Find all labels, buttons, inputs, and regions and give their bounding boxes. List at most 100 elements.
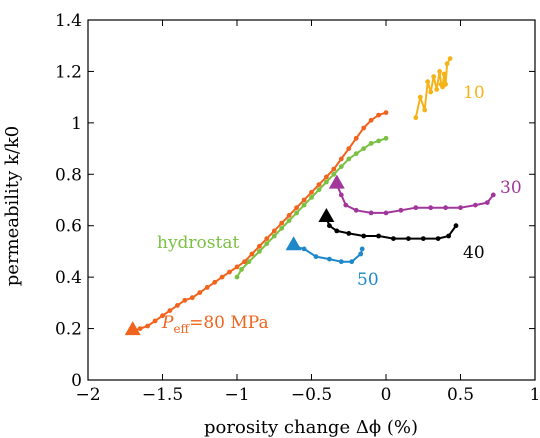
x-tick-label: −2 [75,385,100,405]
data-point-hydrostat [301,202,307,208]
data-point-30 [484,200,490,206]
data-point-peff-80-mpa [301,197,307,203]
data-point-30 [458,205,463,211]
data-point-peff-80-mpa [227,269,232,275]
series-label-10: 10 [463,83,485,103]
data-point-40 [435,236,441,242]
y-tick-label: 1.2 [55,62,82,82]
x-tick-label: −0.5 [291,385,332,405]
data-point-hydrostat [257,249,262,254]
y-axis-title: permeability k/k0 [2,126,23,286]
data-point-peff-80-mpa [182,297,188,303]
data-point-peff-80-mpa [338,156,344,162]
data-point-hydrostat [316,187,322,193]
y-tick-label: 0.4 [55,268,82,288]
y-tick-label: 0.6 [55,217,82,237]
data-point-10 [444,61,450,67]
y-tick-label: 1 [71,114,82,134]
data-point-peff-80-mpa [271,228,277,234]
data-point-hydrostat [338,164,344,170]
data-point-40 [391,236,396,242]
data-point-30 [368,210,374,216]
data-point-hydrostat [383,135,389,141]
y-tick-label: 0 [71,371,82,391]
data-point-peff-80-mpa [376,112,381,118]
data-point-hydrostat [309,195,314,200]
y-tick-label: 0.2 [55,320,82,340]
data-point-peff-80-mpa [167,308,173,313]
x-axis-title: porosity change Δϕ (%) [204,417,418,438]
series-line-peff-80-mpa [132,111,387,333]
start-marker-50 [285,236,302,251]
data-point-30 [353,207,359,213]
data-point-peff-80-mpa [175,303,180,308]
data-point-50 [349,259,355,265]
data-point-peff-80-mpa [368,117,374,123]
series-label-50: 50 [357,270,379,290]
data-point-30 [338,192,344,198]
data-point-peff-80-mpa [324,174,329,180]
series-label-40: 40 [463,243,485,263]
data-point-40 [420,236,426,242]
data-point-10 [417,94,423,100]
data-point-30 [428,205,434,211]
start-marker-peff-80-mpa [124,321,141,336]
data-point-peff-80-mpa [160,313,165,319]
data-point-10 [441,71,447,77]
data-point-10 [437,69,442,74]
data-point-hydrostat [264,241,270,247]
data-point-hydrostat [239,267,244,272]
data-point-peff-80-mpa [361,125,367,131]
data-point-peff-80-mpa [279,220,285,226]
data-point-50 [301,246,307,252]
data-point-hydrostat [271,233,277,239]
data-point-peff-80-mpa [383,110,389,115]
data-point-peff-80-mpa [294,205,299,211]
data-point-10 [422,107,428,113]
data-point-peff-80-mpa [212,279,218,285]
data-point-peff-80-mpa [346,146,352,152]
data-point-hydrostat [286,218,292,224]
data-point-30 [398,207,404,213]
data-point-peff-80-mpa [353,135,359,141]
data-point-40 [346,231,352,236]
data-point-peff-80-mpa [145,323,151,329]
data-point-30 [443,205,448,211]
data-point-hydrostat [346,156,352,162]
data-point-40 [406,236,411,242]
data-point-peff-80-mpa [234,264,240,270]
data-point-10 [413,115,419,121]
data-point-10 [425,79,431,85]
data-point-hydrostat [331,171,337,177]
data-point-50 [313,254,319,259]
data-point-40 [453,223,459,229]
series-label-peff: Peff=80 MPa [161,313,269,336]
data-point-40 [361,233,367,239]
axes: −2 −1.5 −1 −0.5 0 0.5 100.20.40.60.811.21.4 [55,11,540,405]
data-point-50 [358,251,364,257]
data-point-peff-80-mpa [219,274,225,280]
data-point-peff-80-mpa [286,213,292,218]
data-point-40 [327,223,332,229]
data-point-hydrostat [368,141,374,146]
data-point-30 [490,192,496,198]
series-line-10 [414,58,451,118]
data-point-peff-80-mpa [152,318,158,324]
data-point-10 [434,87,440,92]
data-point-peff-80-mpa [204,285,210,290]
x-tick-label: −1 [224,385,249,405]
data-point-40 [376,233,381,239]
data-point-40 [334,228,340,234]
data-point-40 [446,233,451,239]
data-point-peff-80-mpa [331,166,337,172]
data-point-peff-80-mpa [197,290,203,295]
y-tick-label: 1.4 [55,11,82,31]
data-point-hydrostat [246,259,252,265]
data-point-hydrostat [234,274,240,280]
data-point-hydrostat [376,138,381,144]
data-point-30 [473,202,478,208]
peff-subscript: eff [173,322,190,336]
series-label-30: 30 [500,178,522,198]
data-point-10 [443,81,448,87]
